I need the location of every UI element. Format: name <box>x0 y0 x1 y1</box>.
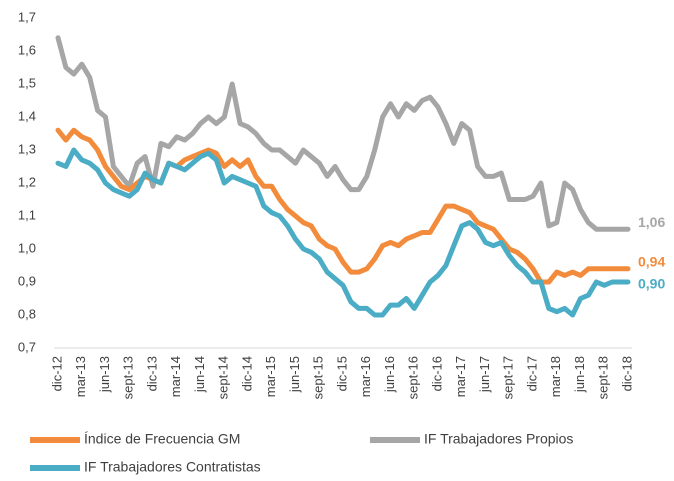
x-tick-label: sept-15 <box>311 356 326 399</box>
x-tick-label: dic-14 <box>239 356 254 391</box>
legend-label: Índice de Frecuencia GM <box>84 431 240 447</box>
y-tick-label: 1,4 <box>18 108 36 123</box>
value-label: 0,90 <box>638 276 665 292</box>
legend-label: IF Trabajadores Propios <box>424 431 573 447</box>
x-tick-label: dic-13 <box>144 356 159 391</box>
x-tick-label: sept-17 <box>501 356 516 399</box>
y-tick-label: 0,9 <box>18 273 36 288</box>
x-tick-label: mar-18 <box>548 356 563 397</box>
x-tick-label: jun-13 <box>97 356 112 393</box>
x-tick-label: jun-18 <box>572 356 587 393</box>
x-tick-label: jun-14 <box>192 356 207 393</box>
x-tick-label: sept-13 <box>121 356 136 399</box>
y-tick-label: 0,7 <box>18 339 36 354</box>
x-tick-label: jun-15 <box>287 356 302 393</box>
x-tick-label: mar-13 <box>73 356 88 397</box>
y-tick-label: 1,1 <box>18 207 36 222</box>
x-tick-label: dic-15 <box>334 356 349 391</box>
legend-label: IF Trabajadores Contratistas <box>84 459 261 475</box>
x-tick-label: sept-18 <box>596 356 611 399</box>
y-tick-label: 1,2 <box>18 174 36 189</box>
y-tick-label: 1,0 <box>18 240 36 255</box>
value-label: 1,06 <box>638 214 665 230</box>
x-tick-label: mar-17 <box>453 356 468 397</box>
x-tick-label: jun-17 <box>477 356 492 393</box>
y-tick-label: 0,8 <box>18 306 36 321</box>
y-tick-label: 1,5 <box>18 75 36 90</box>
series-line <box>55 127 631 285</box>
series-line <box>55 35 631 232</box>
x-tick-label: mar-14 <box>168 356 183 397</box>
x-tick-label: dic-12 <box>49 356 64 391</box>
x-tick-label: sept-16 <box>406 356 421 399</box>
series-line <box>55 147 631 318</box>
x-tick-label: dic-17 <box>524 356 539 391</box>
x-tick-label: mar-16 <box>358 356 373 397</box>
x-tick-label: sept-14 <box>216 356 231 399</box>
x-tick-label: dic-16 <box>429 356 444 391</box>
y-tick-label: 1,7 <box>18 9 36 24</box>
y-tick-label: 1,3 <box>18 141 36 156</box>
x-tick-label: mar-15 <box>263 356 278 397</box>
x-tick-label: dic-18 <box>619 356 634 391</box>
x-tick-label: jun-16 <box>382 356 397 393</box>
y-tick-label: 1,6 <box>18 42 36 57</box>
value-label: 0,94 <box>638 254 665 270</box>
